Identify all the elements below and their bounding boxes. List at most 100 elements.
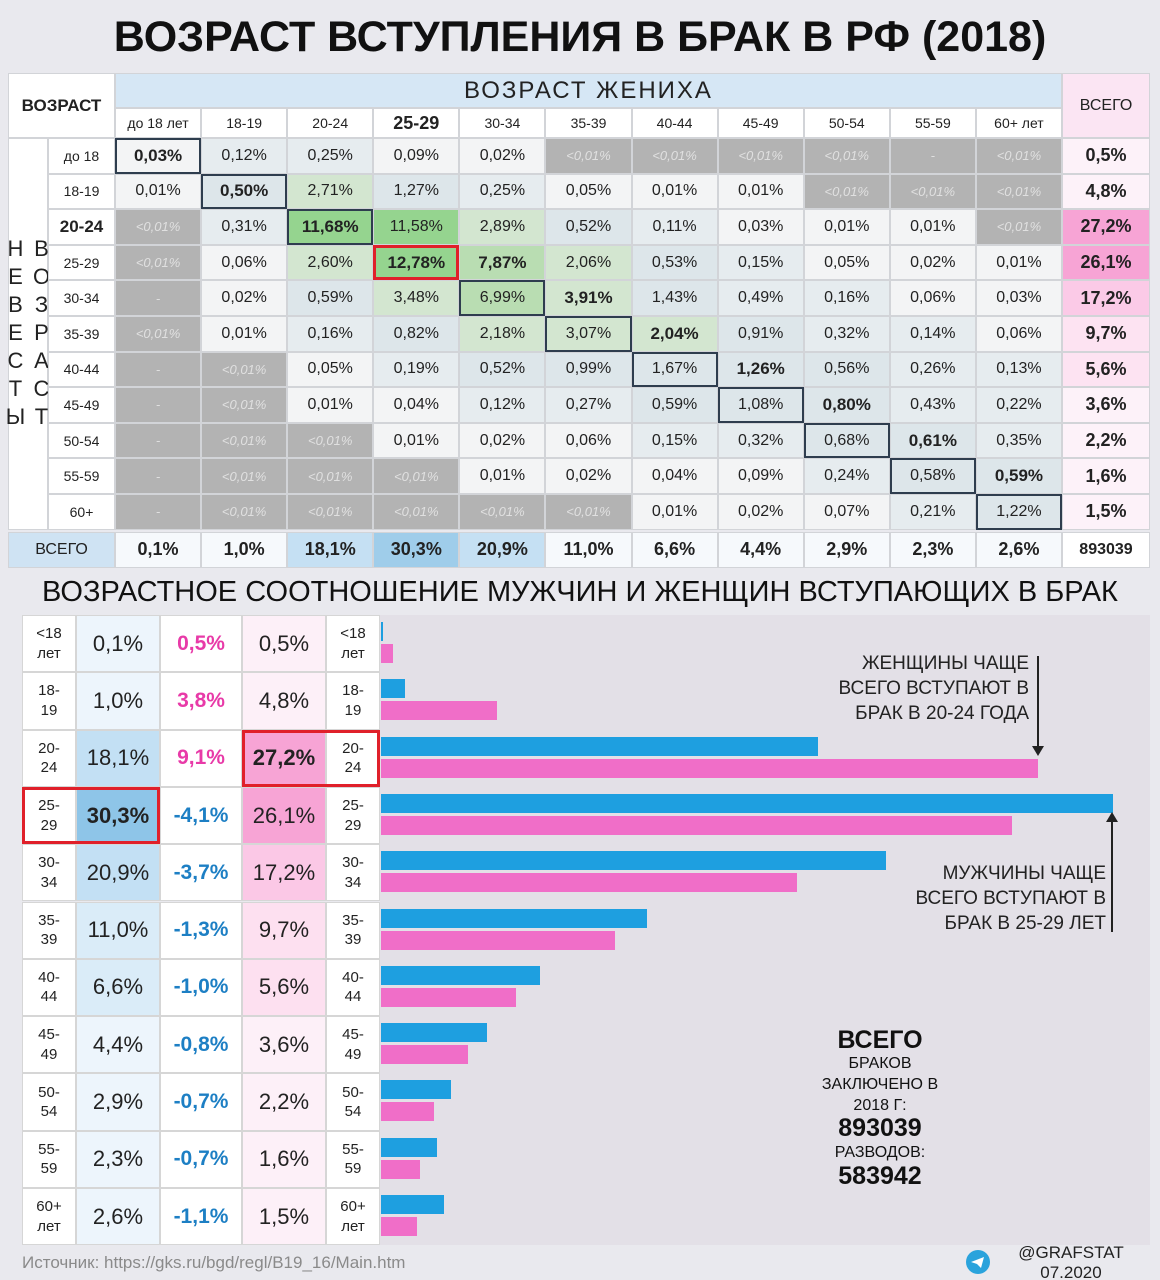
matrix-cell: 6,99%: [459, 280, 546, 316]
bar: [381, 815, 1012, 835]
row-total: 3,6%: [1062, 387, 1150, 423]
category-label: 60+ лет: [326, 1188, 380, 1246]
matrix-cell: 0,01%: [459, 458, 546, 494]
column-header: 18-19: [201, 108, 288, 138]
matrix-cell: 0,01%: [631, 494, 718, 530]
matrix-cell: 12,78%: [373, 244, 460, 281]
matrix-cell: 0,59%: [631, 387, 718, 423]
category-label: 30-34: [326, 844, 380, 902]
row-header: 50-54: [48, 422, 115, 459]
matrix-cell: 1,08%: [717, 387, 804, 423]
category-label: 30-34: [22, 844, 76, 902]
credit: @GRAFSTAT 07.2020: [1018, 1243, 1124, 1280]
column-header: 45-49: [717, 108, 804, 138]
category-text: 25-29: [38, 797, 60, 834]
matrix-cell: -: [115, 458, 202, 494]
category-text: <18 лет: [36, 625, 62, 662]
category-text: 40-44: [342, 968, 364, 1006]
matrix-cell: 0,09%: [717, 458, 804, 494]
bride-axis-header: ВОЗРАСТ НЕВЕСТЫ: [3, 138, 54, 530]
matrix-cell: 0,43%: [889, 387, 976, 423]
matrix-cell: 0,35%: [975, 422, 1062, 459]
matrix-cell: 0,15%: [631, 422, 718, 459]
women-value: 17,2%: [242, 844, 326, 902]
column-header: 25-29: [373, 108, 460, 138]
matrix-cell: 0,25%: [287, 138, 374, 174]
bar: [381, 1045, 468, 1065]
category-label: 60+ лет: [22, 1188, 76, 1246]
arrow: [1037, 656, 1039, 748]
category-text: 25-29: [342, 797, 364, 834]
women-value: 4,8%: [242, 672, 326, 730]
matrix-cell: 0,09%: [373, 138, 460, 174]
matrix-cell: <0,01%: [287, 422, 374, 459]
difference-value: -0,8%: [160, 1016, 242, 1074]
matrix-cell: 1,26%: [717, 351, 804, 388]
column-header: до 18 лет: [115, 108, 202, 138]
row-header: до 18: [48, 138, 115, 174]
totals-label: ВСЕГО: [8, 531, 115, 568]
matrix-cell: 0,01%: [287, 387, 374, 423]
category-label: 55-59: [326, 1130, 380, 1188]
matrix-cell: 0,02%: [889, 244, 976, 281]
row-header: 40-44: [48, 351, 115, 388]
column-total: 20,9%: [459, 531, 546, 568]
matrix-cell: 0,14%: [889, 316, 976, 352]
category-text: 35-39: [38, 911, 60, 949]
matrix-cell: 0,15%: [717, 244, 804, 281]
matrix-cell: 0,03%: [717, 209, 804, 245]
matrix-cell: 0,32%: [717, 422, 804, 459]
matrix-cell: 0,05%: [287, 351, 374, 388]
bar: [381, 736, 819, 756]
matrix-cell: 0,27%: [545, 387, 632, 423]
matrix-cell: 0,02%: [459, 138, 546, 174]
row-header: 20-24: [48, 209, 115, 245]
row-total: 1,5%: [1062, 494, 1150, 530]
matrix-cell: 0,02%: [717, 494, 804, 530]
matrix-cell: 7,87%: [459, 244, 546, 281]
matrix-cell: 3,07%: [545, 316, 632, 352]
category-label: 35-39: [326, 901, 380, 959]
category-text: 60+ лет: [340, 1198, 366, 1235]
matrix-cell: 0,06%: [201, 244, 288, 281]
matrix-cell: 0,12%: [201, 138, 288, 174]
chart-area: [380, 615, 1150, 1246]
bar: [381, 622, 384, 641]
row-header: 35-39: [48, 316, 115, 352]
category-label: 50-54: [22, 1073, 76, 1131]
category-text: 30-34: [342, 854, 364, 891]
bar: [381, 1137, 437, 1157]
men-value: 2,3%: [76, 1130, 160, 1188]
matrix-cell: -: [115, 494, 202, 530]
bar: [381, 873, 797, 893]
men-value: 11,0%: [76, 901, 160, 959]
column-total: 18,1%: [287, 531, 374, 568]
matrix-cell: 0,52%: [459, 351, 546, 388]
men-value: 2,9%: [76, 1073, 160, 1131]
matrix-cell: <0,01%: [201, 422, 288, 459]
row-header: 30-34: [48, 280, 115, 316]
matrix-cell: 0,01%: [115, 173, 202, 210]
matrix-cell: <0,01%: [631, 138, 718, 174]
category-text: 45-49: [38, 1026, 60, 1063]
matrix-cell: <0,01%: [803, 138, 890, 174]
matrix-cell: 0,52%: [545, 209, 632, 245]
bar: [381, 1159, 420, 1179]
matrix-cell: 0,06%: [545, 422, 632, 459]
category-label: 25-29: [22, 786, 76, 845]
column-total: 2,3%: [889, 531, 976, 568]
difference-value: 3,8%: [160, 672, 242, 730]
category-text: 20-24: [38, 739, 60, 777]
matrix-cell: <0,01%: [201, 458, 288, 494]
grand-total: 893039: [1062, 531, 1150, 568]
bar: [381, 851, 886, 871]
summary-value: 583942: [838, 1161, 922, 1190]
matrix-cell: 0,01%: [803, 209, 890, 245]
category-text: 18-19: [342, 682, 364, 719]
matrix-cell: 1,27%: [373, 173, 460, 210]
matrix-cell: 0,01%: [889, 209, 976, 245]
difference-value: -1,3%: [160, 901, 242, 959]
category-text: 50-54: [342, 1083, 364, 1121]
category-text: 60+ лет: [36, 1198, 62, 1235]
matrix-cell: 0,01%: [975, 244, 1062, 281]
